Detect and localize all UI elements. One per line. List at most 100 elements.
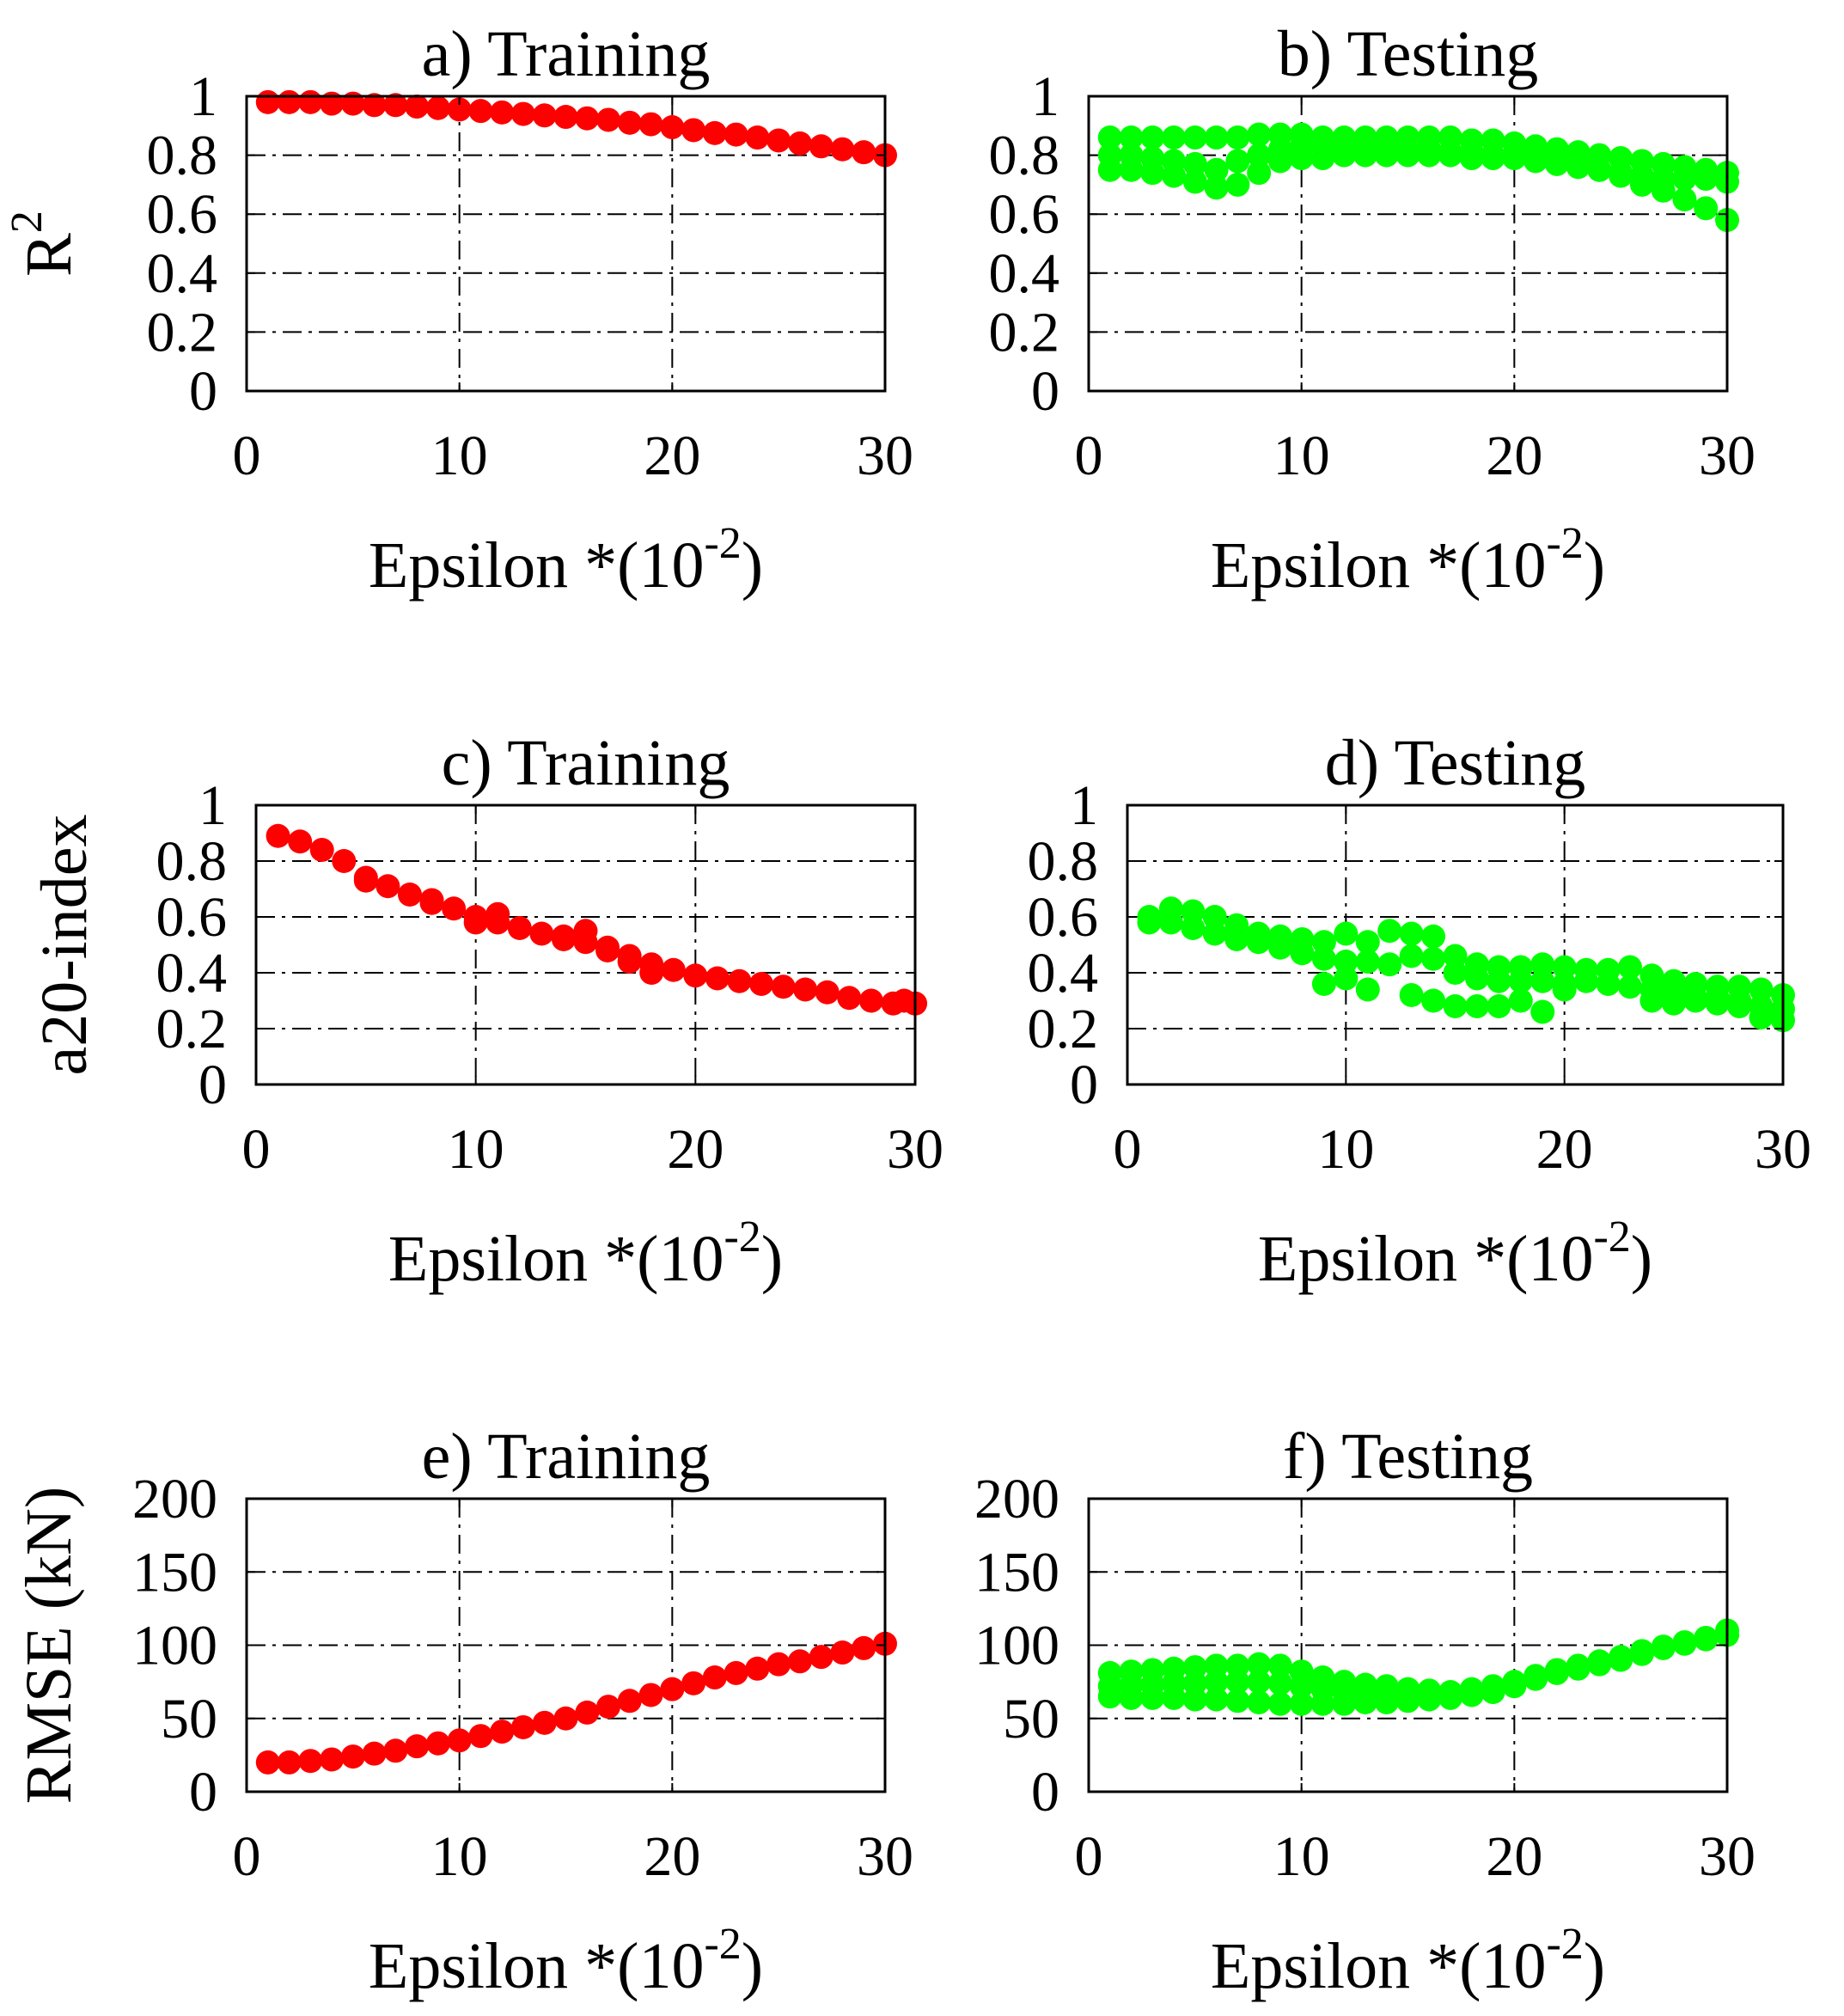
series-training — [266, 823, 927, 1016]
series-training — [255, 1631, 897, 1775]
data-point — [1544, 151, 1569, 176]
y-tick-label: 1 — [198, 774, 227, 837]
data-point — [595, 938, 620, 962]
data-point — [490, 1720, 515, 1744]
data-point — [277, 1750, 302, 1775]
chart-panel-f: 0 10 20 30 0 50 100 150 200 f) Testing Epsilon *(1… — [974, 1420, 1755, 2002]
data-point — [1289, 146, 1314, 171]
x-tick-label: 0 — [242, 1118, 271, 1181]
data-point — [1182, 151, 1207, 176]
data-point — [787, 131, 812, 156]
data-point — [681, 118, 706, 143]
x-axis-label: Epsilon *(10-2) — [388, 1213, 783, 1295]
x-tick-label: 20 — [1486, 1825, 1542, 1888]
data-point — [660, 1677, 685, 1701]
x-tick-label: 20 — [1486, 425, 1542, 487]
x-axis-label: Epsilon *(10-2) — [1211, 519, 1605, 602]
data-point — [1334, 966, 1359, 991]
data-point — [447, 97, 472, 122]
x-tick-label: 0 — [1114, 1118, 1142, 1181]
data-point — [1399, 921, 1424, 946]
x-axis-label-base: Epsilon *(10 — [1211, 1930, 1547, 2002]
data-point — [1596, 972, 1621, 996]
y-tick-label: 0.4 — [147, 242, 218, 305]
data-point — [1225, 1689, 1250, 1714]
y-axis-label-base: R — [13, 233, 85, 277]
y-tick-label: 0 — [189, 360, 217, 423]
data-point — [309, 838, 334, 862]
data-point — [1119, 157, 1144, 182]
data-point — [1438, 1685, 1463, 1710]
data-point — [1530, 999, 1555, 1024]
data-point — [787, 1649, 812, 1674]
data-point — [1332, 143, 1357, 168]
data-point — [1395, 143, 1420, 168]
x-axis-label: Epsilon *(10-2) — [1258, 1213, 1652, 1295]
x-axis-label-exponent: -2 — [724, 1213, 760, 1262]
data-point — [1119, 1685, 1144, 1710]
data-point — [490, 100, 515, 125]
y-tick-label: 0.4 — [1028, 942, 1099, 1005]
data-point — [397, 883, 422, 907]
x-tick-label: 30 — [1755, 1118, 1811, 1181]
y-axis-label: a20-index — [28, 815, 101, 1076]
x-tick-label: 30 — [887, 1118, 943, 1181]
data-point — [1311, 930, 1336, 955]
data-point — [793, 977, 818, 1002]
plot-frame — [254, 803, 917, 1086]
y-tick-label: 0 — [198, 1054, 227, 1116]
data-point — [617, 950, 642, 974]
series-testing-lower — [1097, 143, 1739, 200]
data-point — [1617, 955, 1642, 980]
y-tick-label: 200 — [132, 1468, 217, 1530]
data-point — [1204, 175, 1229, 200]
y-tick-label: 150 — [974, 1541, 1059, 1604]
x-axis-label-close: ) — [742, 529, 763, 602]
y-axis-label: RMSE (kN) — [13, 1487, 85, 1804]
data-point — [815, 980, 840, 1005]
data-point — [510, 1714, 535, 1739]
data-point — [724, 122, 748, 147]
y-tick-label: 1 — [1031, 65, 1059, 128]
data-point — [1268, 935, 1293, 960]
data-point — [1247, 161, 1272, 186]
data-point — [1204, 1687, 1229, 1712]
data-point — [1225, 1670, 1250, 1695]
data-point — [425, 95, 450, 120]
y-tick-label: 0.2 — [147, 301, 218, 363]
data-point — [1617, 974, 1642, 999]
x-axis-label-close: ) — [1584, 529, 1605, 602]
data-point — [532, 103, 557, 128]
data-point — [705, 966, 730, 991]
x-tick-label: 30 — [857, 425, 913, 487]
data-point — [1672, 167, 1697, 192]
data-point — [320, 91, 345, 116]
data-point — [277, 89, 302, 114]
data-point — [683, 963, 708, 988]
data-point — [749, 972, 774, 996]
data-point — [1399, 983, 1424, 1007]
data-point — [661, 957, 686, 982]
x-axis-label: Epsilon *(10-2) — [1211, 1920, 1605, 2002]
data-point — [724, 1660, 748, 1685]
data-point — [1225, 125, 1250, 150]
data-point — [1639, 988, 1664, 1013]
data-point — [1137, 910, 1162, 935]
data-point — [727, 968, 752, 993]
data-point — [852, 140, 876, 165]
y-tick-label: 1 — [189, 65, 217, 128]
x-axis-label-base: Epsilon *(10 — [369, 1930, 705, 2002]
data-point — [340, 1744, 365, 1769]
data-point — [1374, 1689, 1399, 1714]
y-axis-label: R2 — [3, 211, 85, 277]
data-point — [1267, 1653, 1292, 1678]
data-point — [1523, 149, 1548, 174]
data-point — [830, 1640, 855, 1665]
x-tick-label: 20 — [644, 425, 700, 487]
x-tick-label: 0 — [233, 1825, 261, 1888]
plot-frame — [1126, 803, 1785, 1086]
chart-panel-b: 0 10 20 30 00.20.40.60.81 b) Testing Epsilon *… — [989, 18, 1756, 602]
chart-title: c) Training — [442, 727, 730, 799]
data-point — [1267, 1671, 1292, 1695]
data-point — [1421, 946, 1446, 971]
